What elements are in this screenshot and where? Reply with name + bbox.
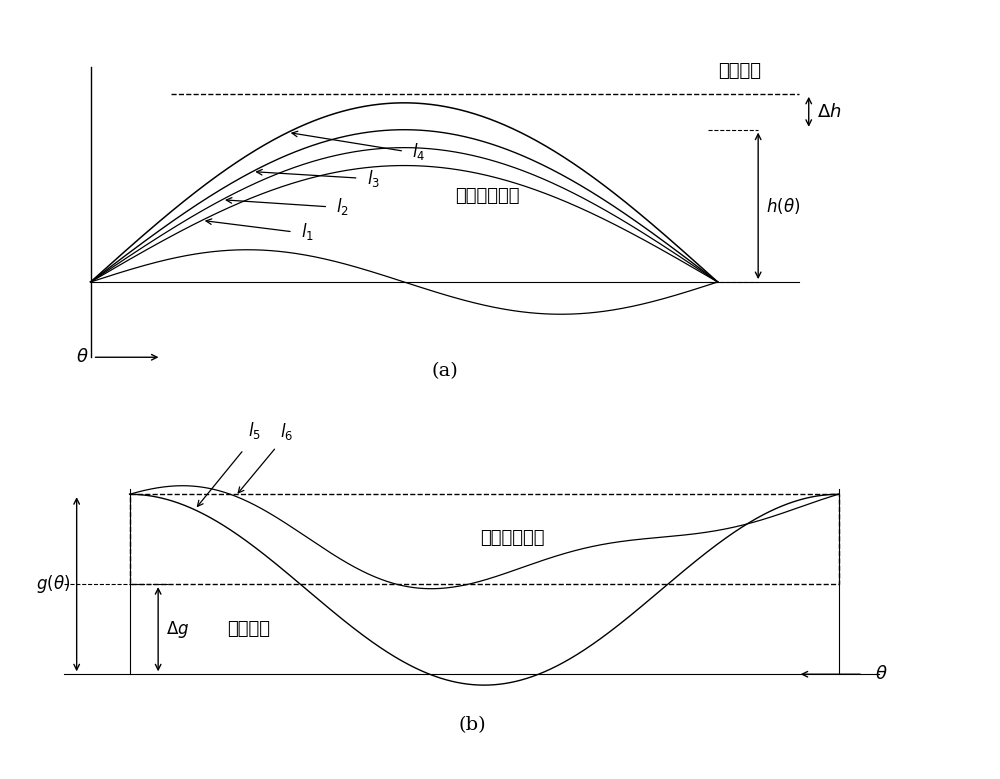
Text: $\theta$: $\theta$ [76,348,89,366]
Text: (a): (a) [431,362,458,381]
Text: (b): (b) [458,716,486,734]
Text: $l_1$: $l_1$ [301,221,314,242]
Text: 空气间隙: 空气间隙 [227,620,270,638]
Text: $l_6$: $l_6$ [280,421,294,442]
Text: $\Delta g$: $\Delta g$ [166,619,190,640]
Text: $l_4$: $l_4$ [412,141,426,162]
Text: 空气间隙: 空气间隙 [718,62,761,79]
Text: $l_2$: $l_2$ [336,196,349,217]
Text: $g(\theta)$: $g(\theta)$ [36,573,70,595]
Text: $\theta$: $\theta$ [875,665,888,683]
Text: 铁芯或永磁体: 铁芯或永磁体 [480,529,545,547]
Text: $l_3$: $l_3$ [367,167,380,189]
Text: $\Delta h$: $\Delta h$ [817,103,841,121]
Text: $l_5$: $l_5$ [248,421,261,442]
Text: $h(\theta)$: $h(\theta)$ [766,196,801,216]
Text: 铁芯或永磁体: 铁芯或永磁体 [455,187,519,205]
